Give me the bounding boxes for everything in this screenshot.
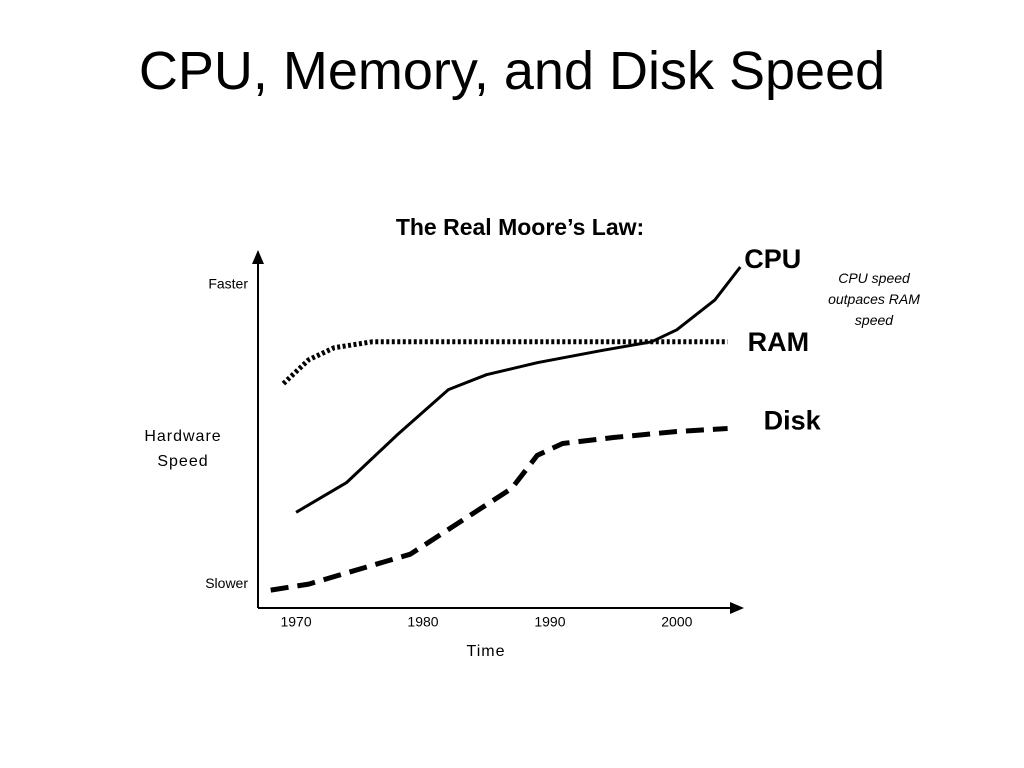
x-tick-label: 1990 <box>534 614 565 630</box>
series-line <box>295 266 742 514</box>
y-tick-label: Faster <box>208 276 248 292</box>
series-label: Disk <box>764 406 822 436</box>
x-tick-label: 1970 <box>280 614 311 630</box>
x-tick-label: 2000 <box>661 614 692 630</box>
chart-title: The Real Moore’s Law: <box>396 214 644 240</box>
series-label: CPU <box>744 244 801 274</box>
annotation: CPU speed outpaces RAM speed <box>828 270 920 328</box>
slide-title: CPU, Memory, and Disk Speed <box>138 41 886 101</box>
y-tick-label: Slower <box>205 575 248 591</box>
y-axis-label: Hardware Speed <box>144 428 222 470</box>
x-axis-label: Time <box>467 643 506 660</box>
series-line <box>270 426 728 593</box>
series-line <box>281 339 728 386</box>
x-tick-label: 1980 <box>407 614 438 630</box>
series-label: RAM <box>748 327 810 357</box>
